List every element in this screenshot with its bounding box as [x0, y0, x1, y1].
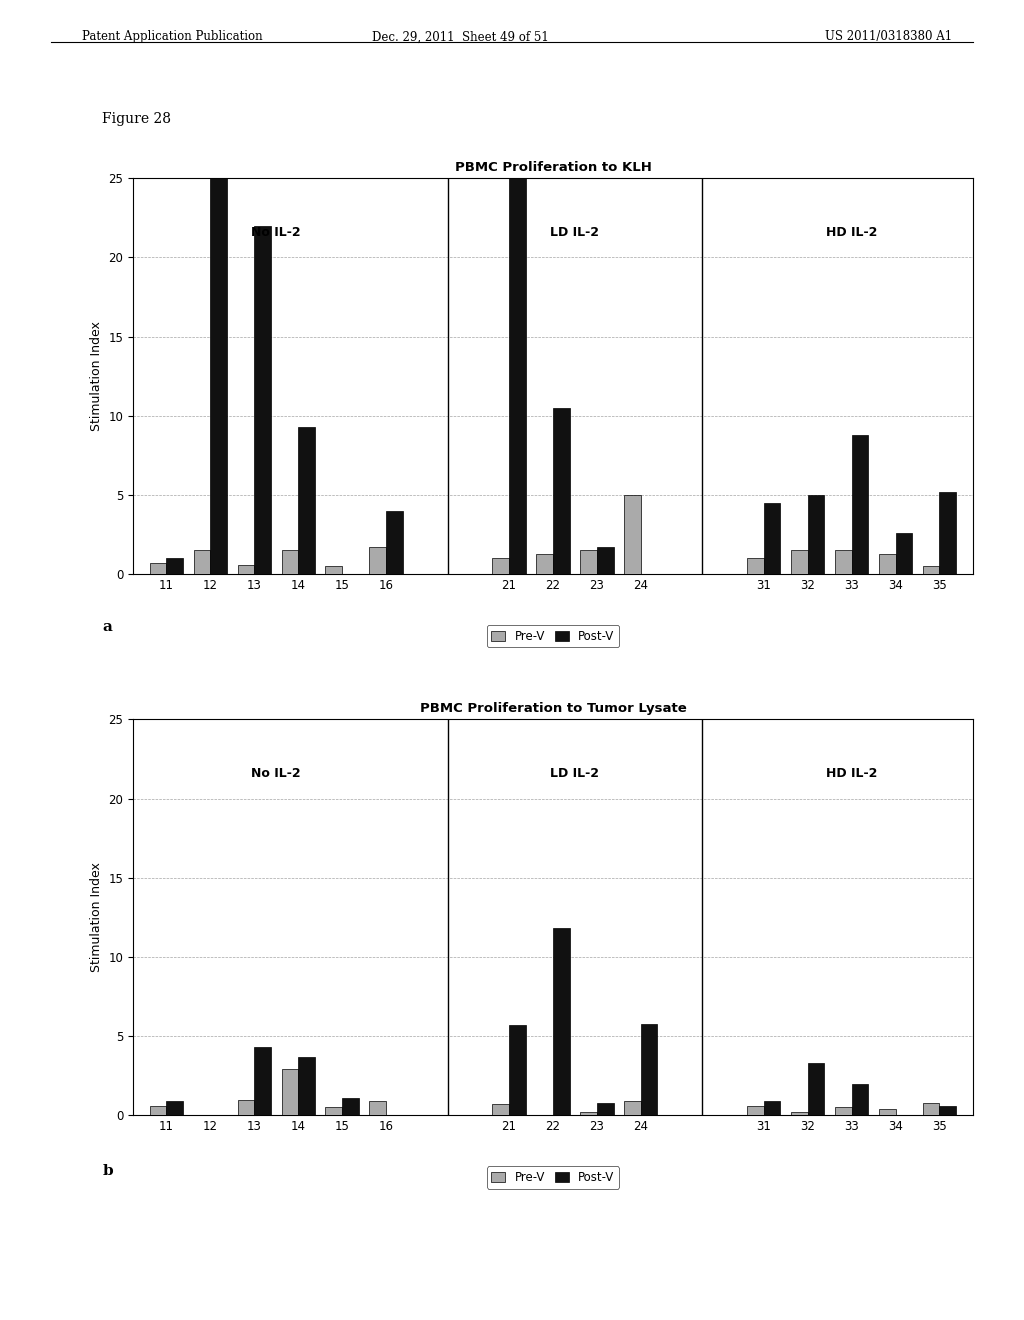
Bar — [210, 178, 227, 574]
Bar — [326, 1107, 342, 1115]
Bar — [298, 426, 315, 574]
Bar — [923, 566, 939, 574]
Text: Patent Application Publication: Patent Application Publication — [82, 30, 262, 44]
Bar — [509, 1026, 525, 1115]
Bar — [624, 495, 641, 574]
Bar — [597, 548, 613, 574]
Bar — [167, 1101, 183, 1115]
Bar — [597, 1102, 613, 1115]
Bar — [581, 1113, 597, 1115]
Bar — [254, 226, 271, 574]
Text: Figure 28: Figure 28 — [102, 112, 171, 127]
Text: No IL-2: No IL-2 — [252, 767, 301, 780]
Bar — [791, 1113, 808, 1115]
Bar — [939, 1106, 956, 1115]
Text: No IL-2: No IL-2 — [252, 226, 301, 239]
Legend: Pre-V, Post-V: Pre-V, Post-V — [486, 626, 620, 648]
Text: HD IL-2: HD IL-2 — [826, 226, 878, 239]
Bar — [238, 565, 254, 574]
Bar — [641, 1023, 657, 1115]
Bar — [939, 492, 956, 574]
Text: a: a — [102, 620, 113, 635]
Bar — [764, 503, 780, 574]
Title: PBMC Proliferation to Tumor Lysate: PBMC Proliferation to Tumor Lysate — [420, 702, 686, 715]
Y-axis label: Stimulation Index: Stimulation Index — [90, 321, 103, 432]
Bar — [370, 548, 386, 574]
Bar — [581, 550, 597, 574]
Bar — [254, 1047, 271, 1115]
Text: LD IL-2: LD IL-2 — [551, 767, 599, 780]
Title: PBMC Proliferation to KLH: PBMC Proliferation to KLH — [455, 161, 651, 174]
Bar — [835, 550, 852, 574]
Text: US 2011/0318380 A1: US 2011/0318380 A1 — [825, 30, 952, 44]
Text: Dec. 29, 2011  Sheet 49 of 51: Dec. 29, 2011 Sheet 49 of 51 — [373, 30, 549, 44]
Bar — [879, 1109, 896, 1115]
Bar — [553, 408, 569, 574]
Text: HD IL-2: HD IL-2 — [826, 767, 878, 780]
Bar — [493, 558, 509, 574]
Bar — [194, 550, 210, 574]
Bar — [808, 495, 824, 574]
Bar — [167, 558, 183, 574]
Bar — [238, 1100, 254, 1115]
Legend: Pre-V, Post-V: Pre-V, Post-V — [486, 1167, 620, 1189]
Bar — [326, 566, 342, 574]
Bar — [879, 553, 896, 574]
Bar — [896, 533, 912, 574]
Bar — [748, 558, 764, 574]
Bar — [282, 550, 298, 574]
Bar — [150, 1106, 167, 1115]
Bar — [835, 1107, 852, 1115]
Text: LD IL-2: LD IL-2 — [551, 226, 599, 239]
Bar — [852, 434, 868, 574]
Bar — [808, 1063, 824, 1115]
Bar — [852, 1084, 868, 1115]
Bar — [342, 1098, 358, 1115]
Bar — [791, 550, 808, 574]
Bar — [386, 511, 402, 574]
Bar — [764, 1101, 780, 1115]
Bar — [493, 1105, 509, 1115]
Bar — [537, 553, 553, 574]
Y-axis label: Stimulation Index: Stimulation Index — [90, 862, 103, 973]
Bar — [553, 928, 569, 1115]
Bar — [923, 1102, 939, 1115]
Bar — [624, 1101, 641, 1115]
Bar — [748, 1106, 764, 1115]
Bar — [370, 1101, 386, 1115]
Bar — [282, 1069, 298, 1115]
Bar — [509, 178, 525, 574]
Text: b: b — [102, 1164, 113, 1179]
Bar — [150, 564, 167, 574]
Bar — [298, 1057, 315, 1115]
